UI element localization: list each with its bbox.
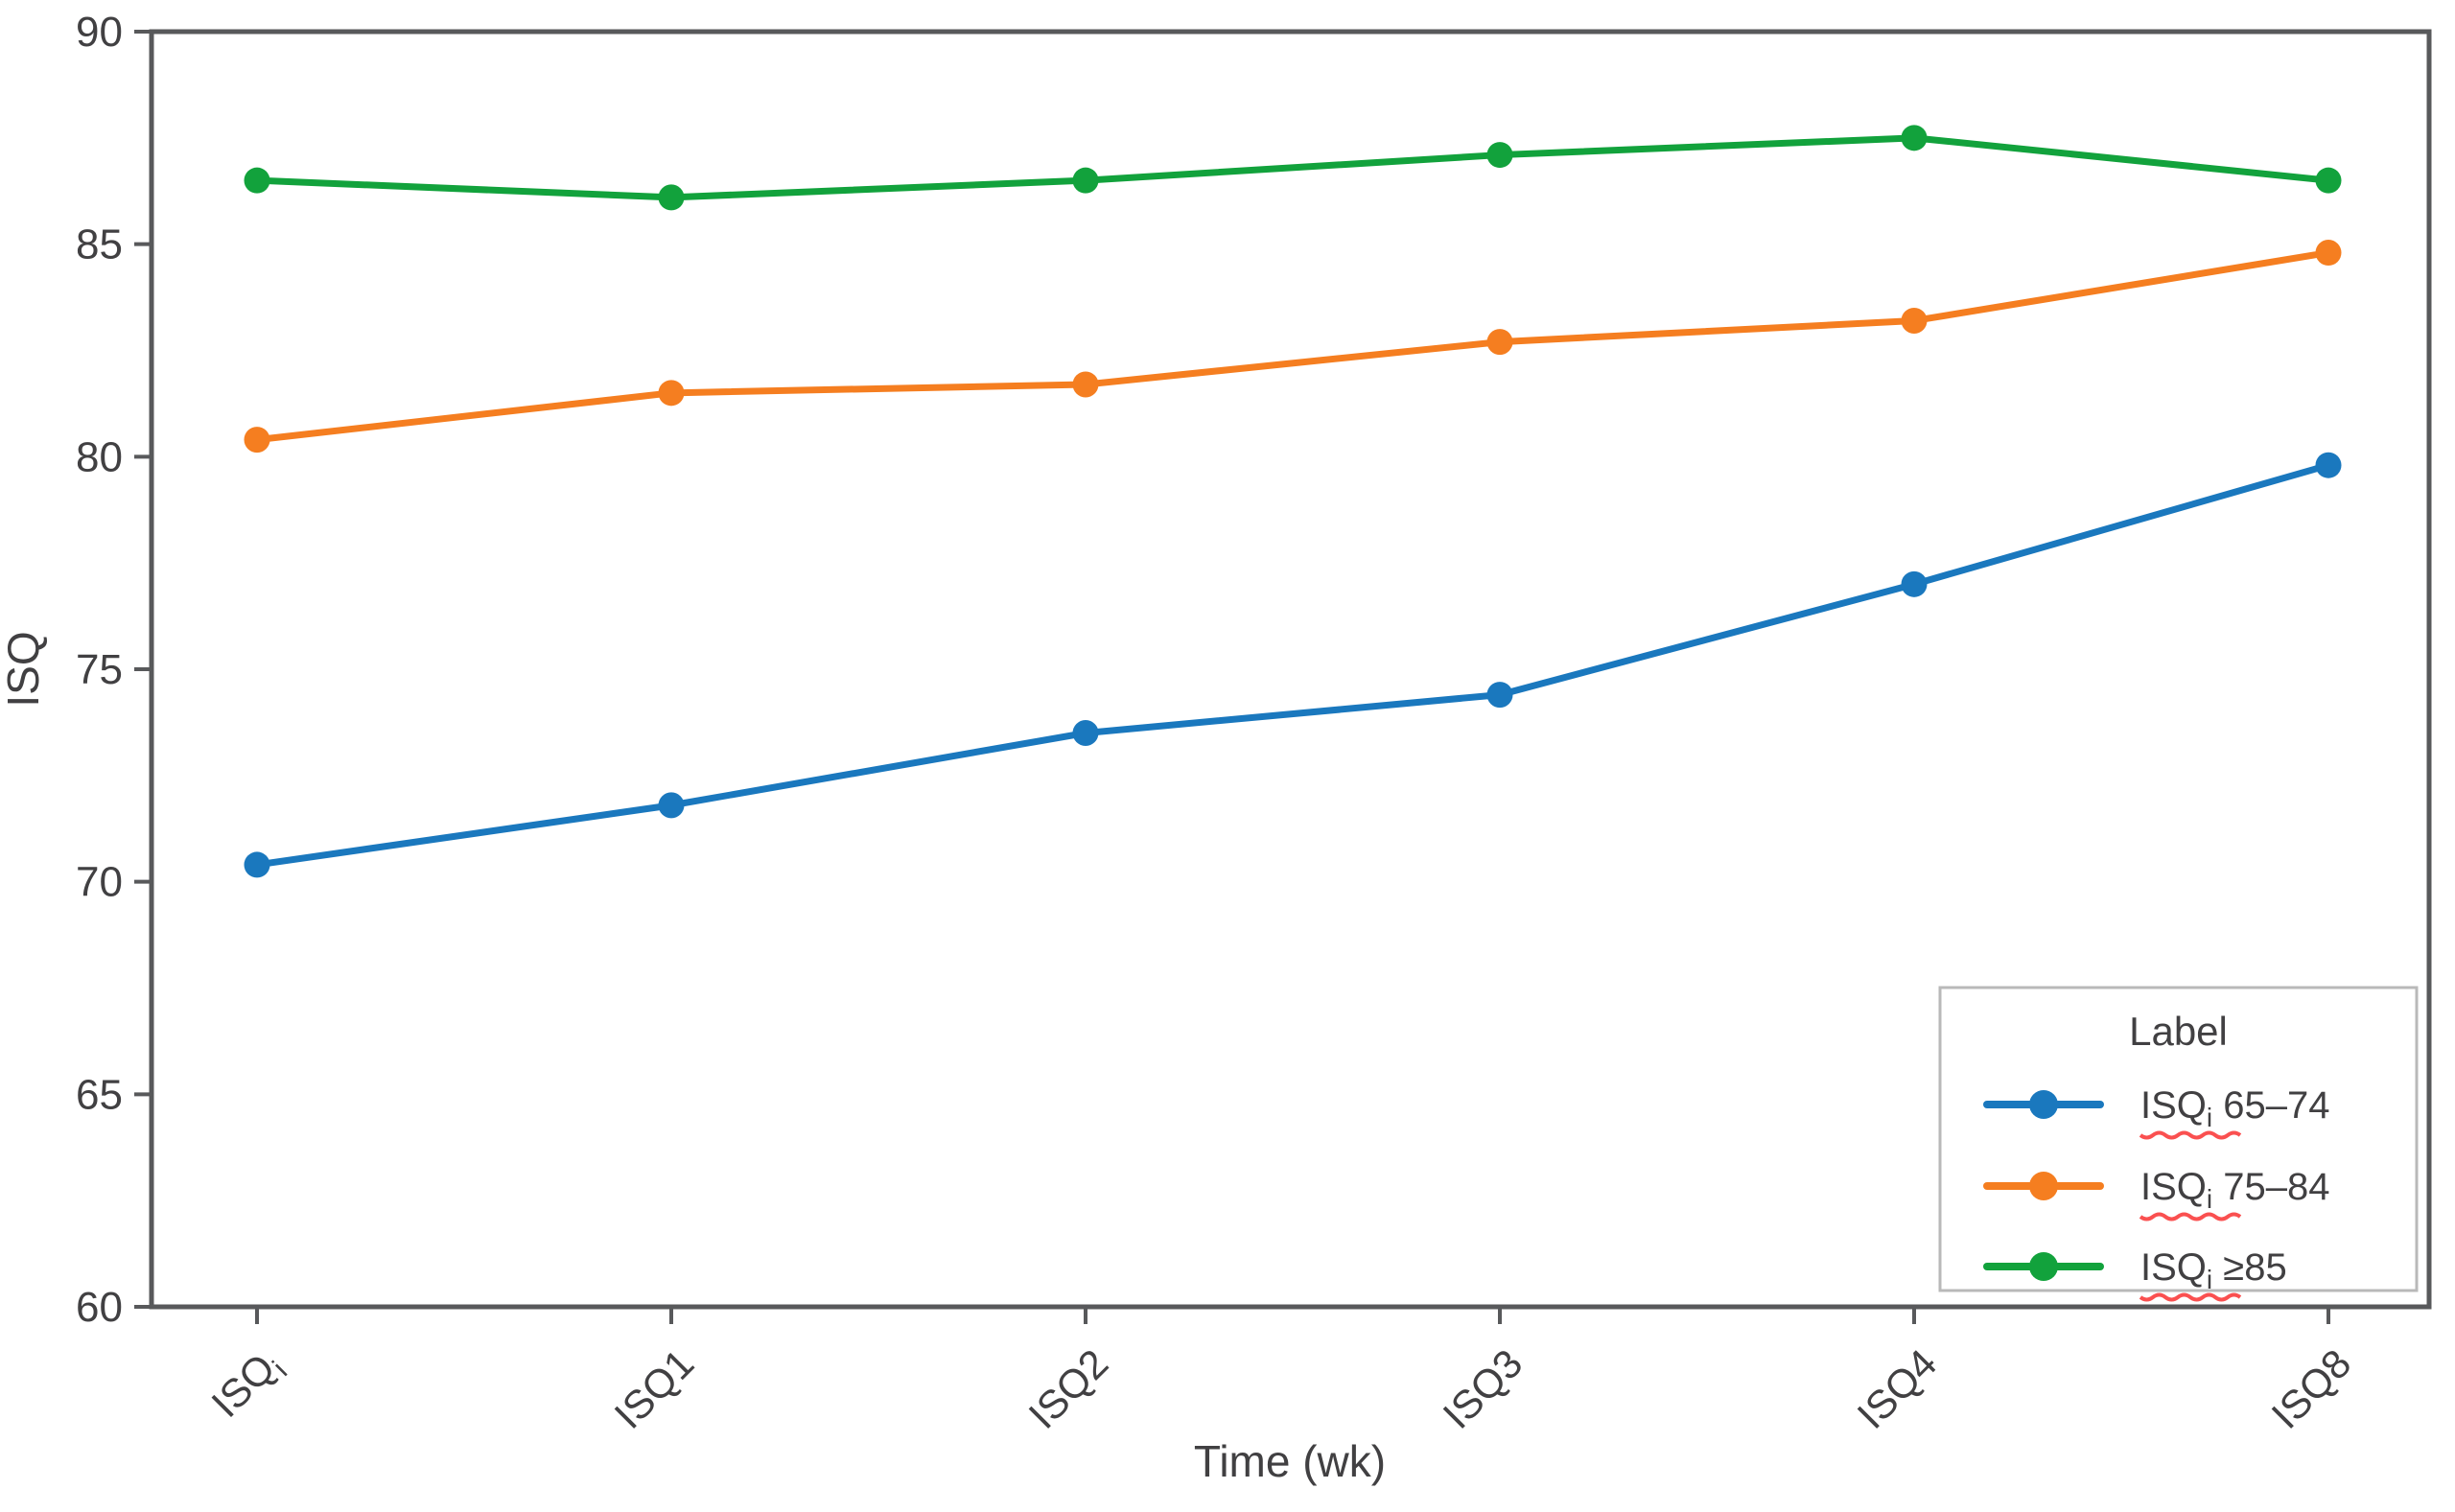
data-point — [244, 427, 270, 454]
y-axis-tick-label: 60 — [76, 1284, 123, 1331]
legend-entry-label: ISQi ≥85 — [2140, 1246, 2287, 1294]
data-point — [658, 380, 685, 407]
legend-marker-dot — [2029, 1172, 2058, 1200]
series-line — [253, 461, 2332, 869]
data-point — [2315, 167, 2342, 194]
spellcheck-squiggle — [2139, 1130, 2242, 1140]
y-axis-tick-label: 90 — [76, 9, 123, 56]
spellcheck-squiggle — [2139, 1292, 2242, 1302]
data-point — [1072, 371, 1099, 398]
y-axis-tick-label: 85 — [76, 221, 123, 268]
y-axis-title: ISQ — [0, 631, 48, 707]
data-point — [1901, 125, 1928, 151]
legend-entry-subscript: i — [2207, 1265, 2212, 1294]
data-point — [244, 167, 270, 194]
plot-area: 60 65 70 75 80 85 90 ISQi ISQ1 ISQ2 ISQ3 ISQ4 ISQ8 — [76, 9, 2432, 1437]
data-point — [658, 792, 685, 819]
legend-entry-label: ISQi 75–84 — [2140, 1166, 2329, 1214]
legend: Label ISQi 65–74 ISQi 75–84 ISQi ≥85 — [1938, 986, 2419, 1302]
data-point — [2315, 452, 2342, 478]
x-axis-tick-label: ISQ2 — [1019, 1340, 1116, 1437]
data-point — [244, 851, 270, 878]
legend-box — [1938, 986, 2419, 1292]
legend-entry-subscript: i — [2207, 1103, 2212, 1132]
spellcheck-squiggle — [2139, 1212, 2242, 1221]
legend-entry-label: ISQi 65–74 — [2140, 1084, 2329, 1132]
y-axis-tick-label: 75 — [76, 646, 123, 693]
data-point — [2315, 240, 2342, 267]
series-line — [253, 134, 2332, 201]
x-axis-tick-label: ISQi — [202, 1340, 293, 1431]
x-axis-tick-label-subscript: i — [267, 1356, 293, 1383]
series-line — [253, 249, 2332, 444]
x-axis-tick-label: ISQ4 — [1848, 1340, 1945, 1437]
data-point — [1486, 682, 1513, 709]
data-point — [1901, 307, 1928, 334]
data-point — [1486, 329, 1513, 356]
data-point — [1486, 142, 1513, 169]
data-point — [1072, 167, 1099, 194]
x-axis-title: Time (wk) — [1194, 1436, 1386, 1486]
x-axis-tick-label: ISQ8 — [2262, 1340, 2359, 1437]
y-axis-tick-label: 65 — [76, 1071, 123, 1118]
legend-title: Label — [2129, 1009, 2228, 1054]
legend-marker-dot — [2029, 1252, 2058, 1281]
x-axis-tick-label: ISQ3 — [1434, 1340, 1531, 1437]
legend-entry-range: ≥85 — [2212, 1246, 2287, 1289]
legend-entry-subscript: i — [2207, 1184, 2212, 1214]
data-point — [1072, 720, 1099, 746]
y-axis-tick-label: 80 — [76, 433, 123, 480]
legend-entry-range: 75–84 — [2212, 1166, 2329, 1208]
legend-marker-dot — [2029, 1090, 2058, 1119]
legend-entry-range: 65–74 — [2212, 1084, 2329, 1127]
x-axis-tick-label: ISQ1 — [605, 1340, 702, 1437]
y-axis-tick-label: 70 — [76, 859, 123, 906]
data-point — [1901, 570, 1928, 597]
data-point — [658, 184, 685, 211]
